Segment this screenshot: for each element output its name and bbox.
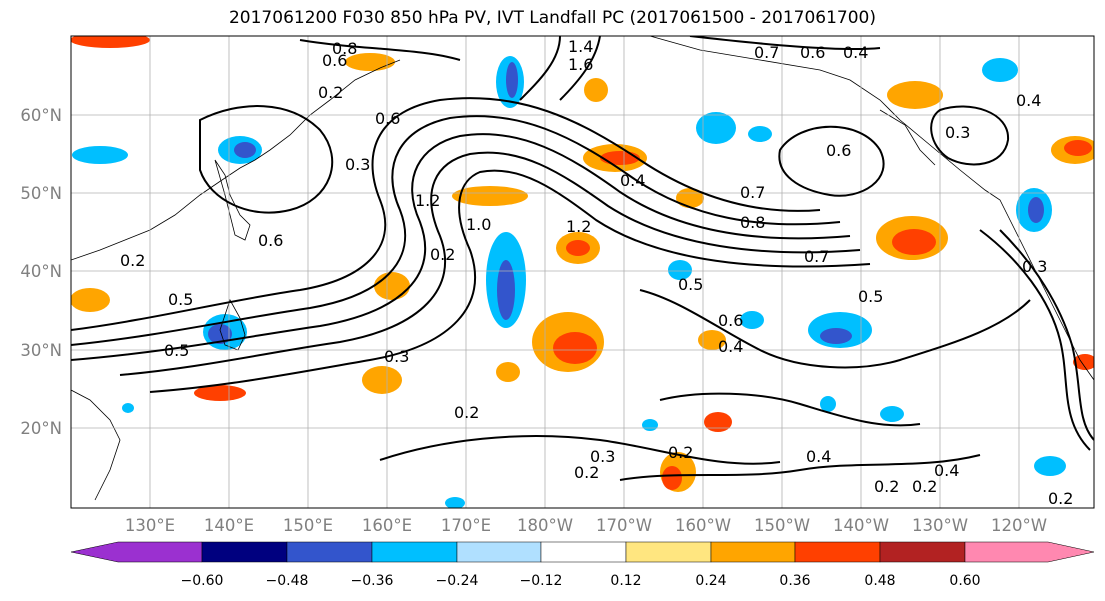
colorbar-segment — [456, 541, 542, 563]
lon-label: 150°W — [754, 516, 810, 535]
lon-label: 160°W — [675, 516, 731, 535]
colorbar-segment — [286, 541, 373, 563]
colorbar-tick: −0.48 — [266, 573, 309, 589]
lon-label: 140°W — [833, 516, 889, 535]
lon-label: 160°E — [362, 516, 412, 535]
contour-label: 0.6 — [375, 109, 400, 128]
colorbar-tick: −0.36 — [351, 573, 394, 589]
colorbar-segment — [794, 541, 881, 563]
latitude-labels: 60°N 50°N 40°N 30°N 20°N — [20, 106, 62, 438]
contour-label: 0.5 — [164, 341, 189, 360]
colorbar-tick: 0.60 — [949, 573, 980, 589]
contour-label: 0.5 — [678, 275, 703, 294]
contour-label: 0.2 — [874, 477, 899, 496]
contour-label: 0.2 — [1048, 489, 1073, 508]
contour-label: 0.7 — [740, 183, 765, 202]
lat-label-40n: 40°N — [20, 262, 62, 281]
contour-label: 0.3 — [1022, 257, 1047, 276]
map-frame — [70, 35, 1095, 509]
colorbar-segment — [371, 541, 458, 563]
colorbar-tick: −0.24 — [436, 573, 479, 589]
longitude-labels: 130°E 140°E 150°E 160°E 170°E 180°W 170°… — [125, 516, 1047, 535]
contour-label: 0.2 — [120, 251, 145, 270]
contour-label: 0.4 — [620, 171, 645, 190]
contour-label: 0.2 — [668, 443, 693, 462]
contour-label: 0.6 — [322, 51, 347, 70]
contour-label: 0.4 — [806, 447, 831, 466]
colorbar-tick: 0.48 — [864, 573, 895, 589]
colorbar-segment — [879, 541, 966, 563]
contour-label: 0.8 — [332, 39, 357, 58]
contour-label: 0.5 — [168, 290, 193, 309]
lon-label: 120°W — [991, 516, 1047, 535]
contour-label: 0.3 — [345, 155, 370, 174]
colorbar-tick: −0.60 — [181, 573, 224, 589]
colorbar-tick: 0.12 — [610, 573, 641, 589]
ivt-contours — [71, 36, 1094, 481]
contour-label: 0.4 — [718, 337, 743, 356]
colorbar-segment — [70, 541, 203, 563]
colorbar-tick: 0.36 — [779, 573, 810, 589]
contour-label: 0.6 — [826, 141, 851, 160]
contour-label: 0.7 — [804, 247, 829, 266]
map-title: 2017061200 F030 850 hPa PV, IVT Landfall… — [228, 8, 876, 28]
lat-label-30n: 30°N — [20, 341, 62, 360]
lon-label: 150°E — [283, 516, 333, 535]
contour-label: 0.6 — [800, 43, 825, 62]
colorbar-tick: 0.24 — [695, 573, 726, 589]
contour-label: 0.7 — [754, 43, 779, 62]
lon-label: 170°E — [441, 516, 491, 535]
lat-label-20n: 20°N — [20, 419, 62, 438]
lat-label-60n: 60°N — [20, 106, 62, 125]
graticule — [71, 36, 1094, 508]
contour-label: 1.6 — [568, 55, 593, 74]
lon-label: 140°E — [204, 516, 254, 535]
colorbar-segment — [710, 541, 796, 563]
contour-label: 0.6 — [258, 231, 283, 250]
contour-label: 1.4 — [568, 37, 593, 56]
lat-label-50n: 50°N — [20, 184, 62, 203]
contour-label: 0.3 — [945, 123, 970, 142]
contour-label: 0.4 — [934, 461, 959, 480]
contour-label: 1.2 — [566, 217, 591, 236]
colorbar-ticks: −0.60 −0.48 −0.36 −0.24 −0.12 0.12 0.24 … — [181, 573, 981, 589]
pv-shading — [71, 36, 1094, 508]
lon-label: 180°W — [517, 516, 573, 535]
lon-label: 130°W — [912, 516, 968, 535]
lon-label: 130°E — [125, 516, 175, 535]
contour-label: 0.2 — [430, 245, 455, 264]
colorbar-segment — [201, 541, 288, 563]
contour-label: 0.8 — [740, 213, 765, 232]
contour-label: 0.3 — [590, 447, 615, 466]
contour-label: 0.4 — [843, 43, 868, 62]
contour-label: 1.2 — [415, 191, 440, 210]
contour-label: 0.2 — [454, 403, 479, 422]
colorbar-segment — [625, 541, 712, 563]
contour-label: 0.2 — [912, 477, 937, 496]
contour-label: 0.3 — [384, 347, 409, 366]
colorbar-segment — [540, 541, 627, 563]
contour-label: 0.2 — [318, 83, 343, 102]
contour-label: 0.2 — [574, 463, 599, 482]
contour-label: 0.4 — [1016, 91, 1041, 110]
colorbar-segment — [964, 541, 1095, 563]
lon-label: 170°W — [596, 516, 652, 535]
colorbar: −0.60 −0.48 −0.36 −0.24 −0.12 0.12 0.24 … — [70, 541, 1095, 589]
contour-label: 0.5 — [858, 287, 883, 306]
contour-labels: 0.8 0.6 1.4 1.6 0.7 0.6 0.4 0.2 0.4 0.6 … — [120, 37, 1073, 508]
contour-label: 1.0 — [466, 215, 491, 234]
map-panel: 0.8 0.6 1.4 1.6 0.7 0.6 0.4 0.2 0.4 0.6 … — [71, 36, 1094, 508]
contour-label: 0.6 — [718, 311, 743, 330]
colorbar-tick: −0.12 — [520, 573, 563, 589]
